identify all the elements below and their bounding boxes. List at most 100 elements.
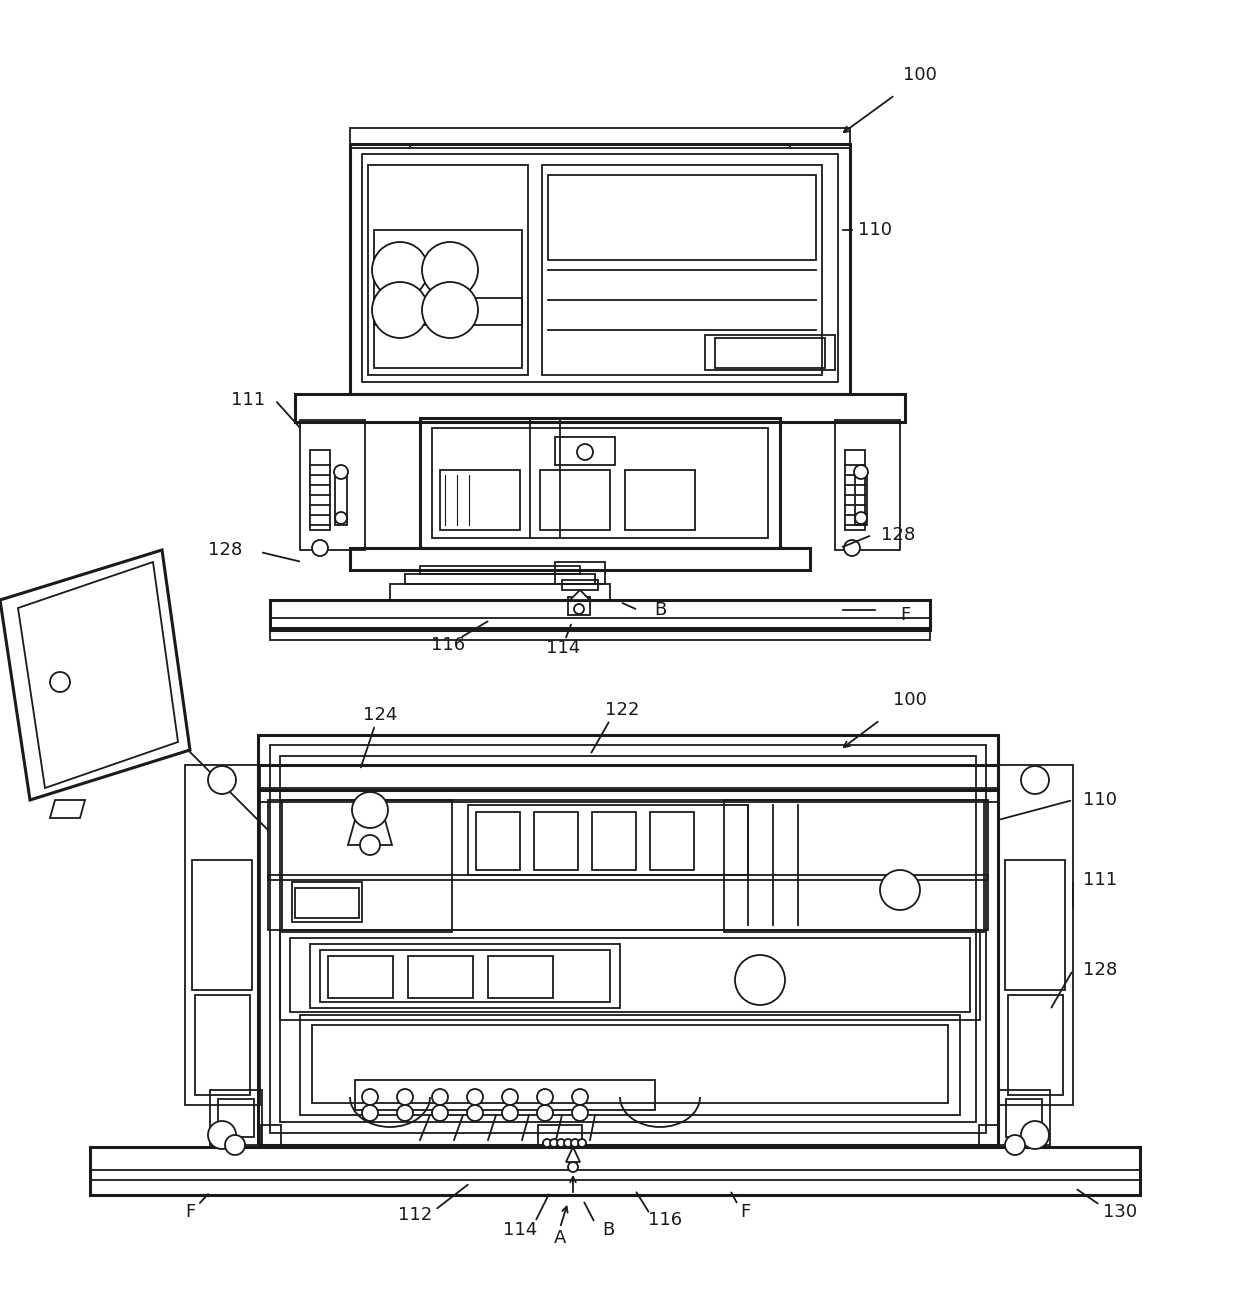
Circle shape [372, 282, 428, 338]
Bar [548, 176, 816, 259]
Bar [374, 231, 522, 325]
Circle shape [422, 282, 477, 338]
Circle shape [208, 1121, 236, 1149]
Circle shape [335, 512, 347, 524]
Circle shape [572, 1106, 588, 1121]
Text: 100: 100 [903, 66, 937, 84]
Circle shape [564, 1138, 572, 1148]
Bar [568, 597, 590, 614]
Bar [280, 930, 980, 1020]
Text: 128: 128 [880, 527, 915, 544]
Circle shape [422, 242, 477, 297]
Bar [724, 800, 985, 931]
Bar [270, 627, 930, 641]
Bar [268, 875, 988, 930]
Bar [195, 996, 250, 1095]
Circle shape [467, 1089, 484, 1106]
Bar [335, 470, 347, 525]
Circle shape [880, 870, 920, 910]
Bar [185, 765, 260, 1106]
Circle shape [467, 1106, 484, 1121]
Circle shape [856, 512, 867, 524]
Bar [998, 1090, 1050, 1145]
Bar [295, 394, 905, 422]
Circle shape [502, 1106, 518, 1121]
Bar [350, 548, 810, 570]
Bar [432, 428, 768, 538]
Bar [562, 580, 598, 590]
Circle shape [543, 1138, 551, 1148]
Text: 116: 116 [432, 635, 465, 654]
Circle shape [568, 1162, 578, 1172]
Circle shape [572, 1089, 588, 1106]
Bar [856, 470, 867, 525]
Bar [542, 165, 822, 375]
Bar [312, 1024, 949, 1103]
Text: 114: 114 [546, 639, 580, 658]
Circle shape [570, 1138, 579, 1148]
Circle shape [502, 1089, 518, 1106]
Text: F: F [185, 1203, 195, 1221]
Bar [270, 600, 930, 630]
Bar [192, 859, 252, 990]
Bar [1008, 996, 1063, 1095]
Circle shape [432, 1106, 448, 1121]
Circle shape [537, 1089, 553, 1106]
Bar [391, 584, 610, 600]
Text: 124: 124 [363, 706, 397, 724]
Bar [350, 128, 849, 148]
Text: F: F [740, 1203, 750, 1221]
Bar [310, 945, 620, 1007]
Bar [310, 451, 330, 531]
Bar [538, 1125, 582, 1148]
Text: 100: 100 [893, 690, 928, 709]
Circle shape [557, 1138, 565, 1148]
Circle shape [432, 1089, 448, 1106]
Bar [350, 144, 849, 394]
Text: F: F [900, 607, 910, 624]
Bar [715, 338, 825, 368]
Circle shape [208, 766, 236, 794]
Bar [355, 1079, 655, 1110]
Bar [280, 756, 976, 1121]
Circle shape [50, 672, 69, 692]
Bar [210, 1090, 262, 1145]
Circle shape [574, 604, 584, 614]
Polygon shape [0, 550, 190, 800]
Polygon shape [50, 800, 86, 817]
Circle shape [1021, 1121, 1049, 1149]
Text: 128: 128 [1083, 962, 1117, 979]
Bar [650, 812, 694, 870]
Bar [440, 470, 520, 531]
Text: B: B [601, 1221, 614, 1239]
Bar [420, 566, 580, 574]
Text: 110: 110 [1083, 791, 1117, 810]
Text: 128: 128 [208, 541, 242, 559]
Bar [476, 812, 520, 870]
Circle shape [854, 465, 868, 479]
Text: 112: 112 [398, 1207, 432, 1224]
Text: 122: 122 [605, 701, 639, 719]
Bar [362, 155, 838, 383]
Text: 114: 114 [503, 1221, 537, 1239]
Bar [374, 297, 522, 368]
Bar [320, 950, 610, 1002]
Circle shape [551, 1138, 558, 1148]
Bar [420, 418, 780, 548]
Bar [625, 470, 694, 531]
Text: 130: 130 [1102, 1203, 1137, 1221]
Bar [258, 789, 998, 802]
Bar [281, 800, 453, 931]
Bar [290, 938, 970, 1013]
Bar [556, 438, 615, 465]
Bar [591, 812, 636, 870]
Text: 110: 110 [858, 221, 892, 238]
Polygon shape [565, 1148, 580, 1162]
Bar [368, 165, 528, 375]
Bar [270, 745, 986, 1133]
Bar [489, 956, 553, 998]
Bar [408, 956, 472, 998]
Circle shape [362, 1089, 378, 1106]
Bar [260, 1125, 281, 1145]
Bar [539, 470, 610, 531]
